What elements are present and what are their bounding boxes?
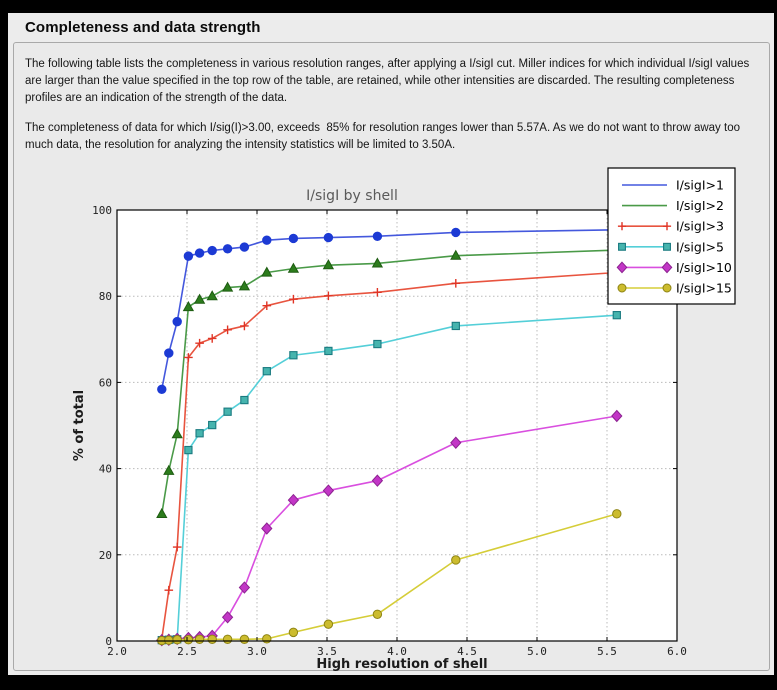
- svg-text:3.5: 3.5: [317, 645, 337, 658]
- legend-label: I/sigI>1: [676, 178, 724, 193]
- chart-legend: I/sigI>1 I/sigI>2 I/sigI>3 I/sigI>5 I/sigI>1…: [607, 167, 736, 305]
- svg-text:20: 20: [99, 549, 112, 562]
- conclusion-paragraph: The completeness of data for which I/sig…: [25, 122, 744, 152]
- svg-text:40: 40: [99, 463, 112, 476]
- legend-label: I/sigI>3: [676, 219, 724, 234]
- svg-text:5.5: 5.5: [597, 645, 617, 658]
- legend-label: I/sigI>2: [676, 198, 724, 213]
- y-axis-tick-labels: 0 20 40 60 80 100: [92, 204, 112, 648]
- svg-text:2.5: 2.5: [177, 645, 197, 658]
- series-I/sigI>2: [156, 244, 623, 518]
- y-axis-label: % of total: [72, 390, 87, 461]
- page-title: Completeness and data strength: [25, 19, 261, 36]
- x-axis-label: High resolution of shell: [316, 657, 487, 672]
- svg-text:4.5: 4.5: [457, 645, 477, 658]
- series-I/sigI>3: [157, 268, 622, 644]
- svg-text:100: 100: [92, 204, 112, 217]
- chart-title: I/sigI by shell: [306, 188, 398, 204]
- legend-label: I/sigI>10: [676, 260, 732, 275]
- svg-text:60: 60: [99, 376, 112, 389]
- intro-paragraph: The following table lists the completene…: [25, 58, 753, 105]
- legend-label: I/sigI>15: [676, 281, 732, 296]
- svg-text:80: 80: [99, 290, 112, 303]
- legend-label: I/sigI>5: [676, 239, 724, 254]
- svg-text:2.0: 2.0: [107, 645, 127, 658]
- series-I/sigI>1: [157, 225, 622, 394]
- svg-text:6.0: 6.0: [667, 645, 687, 658]
- svg-text:4.0: 4.0: [387, 645, 407, 658]
- x-axis-tick-labels: 2.0 2.5 3.0 3.5 4.0 4.5 5.0 5.5 6.0: [107, 645, 687, 658]
- svg-text:5.0: 5.0: [527, 645, 547, 658]
- svg-text:3.0: 3.0: [247, 645, 267, 658]
- svg-text:0: 0: [105, 635, 112, 648]
